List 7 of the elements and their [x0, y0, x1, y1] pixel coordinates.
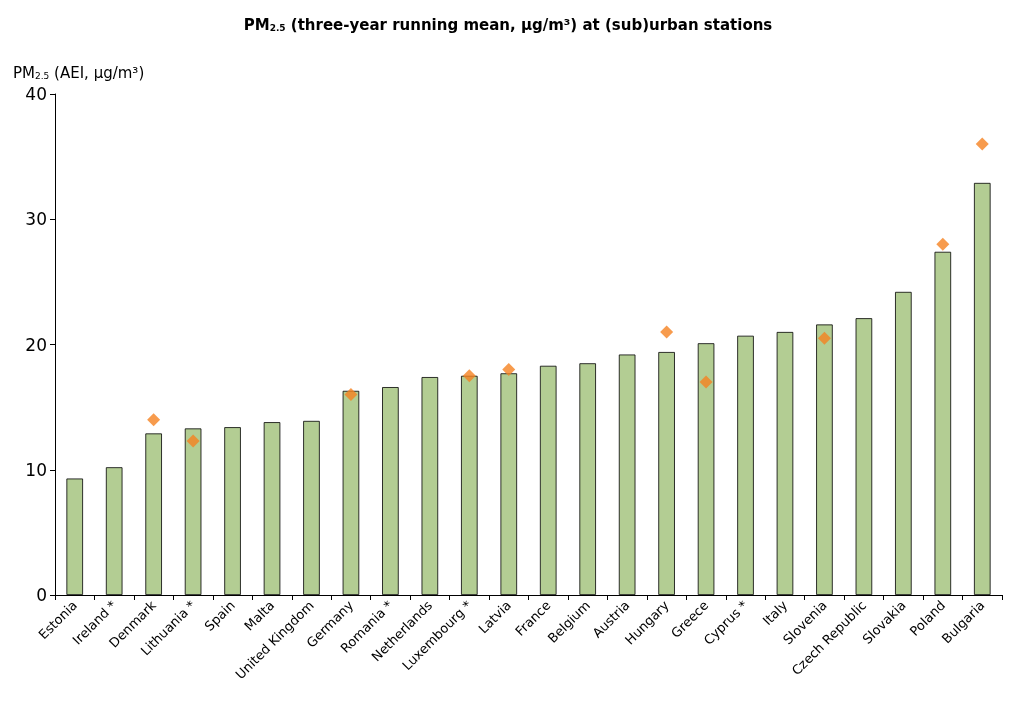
- chart-title: PM2.5 (three-year running mean, µg/m³) at (sub)urban stations: [243, 15, 773, 34]
- y-tick-label: 10: [25, 459, 47, 480]
- y-axis-title: PM2.5 (AEI, µg/m³): [13, 63, 145, 82]
- y-tick-label: 40: [25, 84, 47, 104]
- y-tick-label: 0: [36, 585, 47, 605]
- y-tick-label: 30: [25, 209, 47, 230]
- y-tick-label: 20: [25, 334, 47, 355]
